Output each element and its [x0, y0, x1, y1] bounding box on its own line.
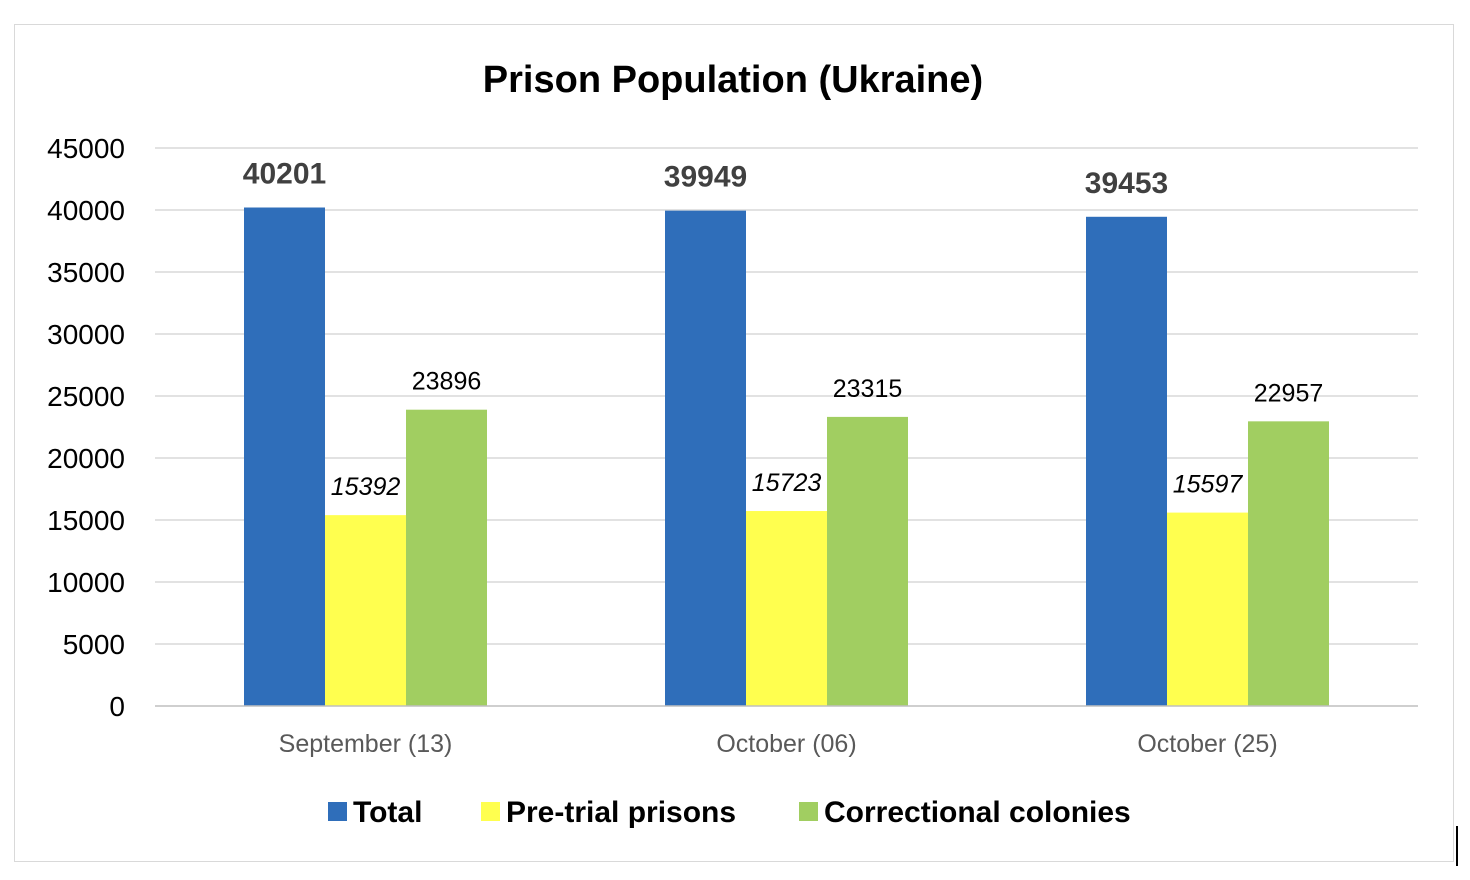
data-label: 15723	[752, 469, 822, 497]
x-tick-label: September (13)	[279, 730, 453, 758]
bar-correctional-colonies-3	[1248, 421, 1329, 706]
bar-total-2	[665, 210, 746, 707]
legend-swatch	[328, 802, 347, 821]
legend-label: Correctional colonies	[824, 796, 1131, 829]
y-tick-label: 30000	[47, 319, 125, 350]
chart-title: Prison Population (Ukraine)	[483, 59, 983, 101]
y-tick-label: 10000	[47, 567, 125, 598]
data-label: 23315	[833, 375, 903, 403]
data-label: 15392	[331, 473, 401, 501]
y-tick-label: 40000	[47, 195, 125, 226]
data-label: 23896	[412, 368, 482, 396]
legend-label: Total	[353, 796, 422, 829]
bar-correctional-colonies-2	[827, 416, 908, 706]
x-tick-label: October (25)	[1137, 730, 1277, 758]
data-label: 15597	[1173, 471, 1244, 499]
data-label: 39949	[664, 161, 747, 194]
bar-pre-trial-prisons-2	[746, 511, 827, 706]
y-tick-label: 15000	[47, 505, 125, 536]
legend-swatch	[799, 802, 818, 821]
legend-swatch	[481, 802, 500, 821]
x-tick-label: October (06)	[716, 730, 856, 758]
bar-total-1	[244, 207, 325, 706]
edge-mark	[1456, 826, 1458, 866]
legend-label: Pre-trial prisons	[506, 796, 736, 829]
data-label: 22957	[1254, 379, 1324, 407]
y-tick-label: 0	[109, 691, 125, 722]
y-tick-label: 20000	[47, 443, 125, 474]
bar-correctional-colonies-1	[406, 409, 487, 706]
y-tick-label: 5000	[63, 629, 125, 660]
bar-total-3	[1086, 216, 1167, 706]
bar-pre-trial-prisons-3	[1167, 512, 1248, 706]
y-tick-label: 35000	[47, 257, 125, 288]
data-label: 40201	[243, 158, 326, 191]
y-tick-label: 25000	[47, 381, 125, 412]
bar-pre-trial-prisons-1	[325, 515, 406, 706]
y-tick-label: 45000	[47, 133, 125, 164]
data-label: 39453	[1085, 167, 1168, 200]
